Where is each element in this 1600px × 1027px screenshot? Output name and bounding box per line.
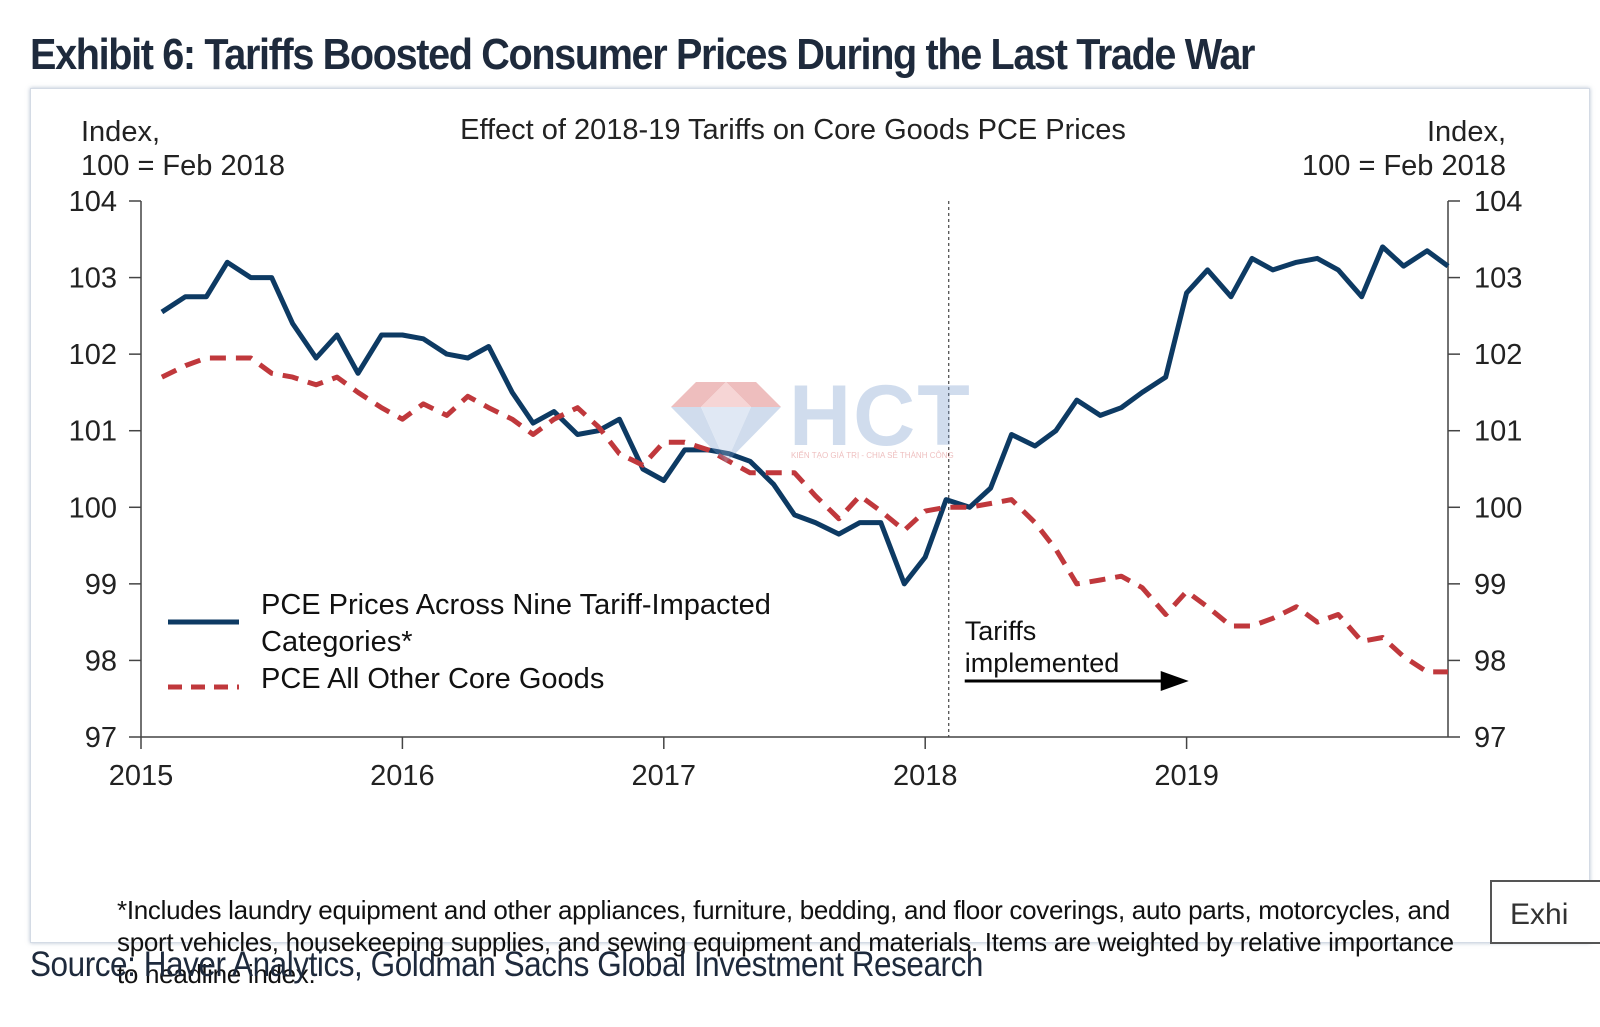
left-y-tick-label: 102 xyxy=(69,339,117,371)
legend-label: PCE All Other Core Goods xyxy=(261,663,604,695)
left-y-tick-label: 99 xyxy=(85,569,117,601)
right-y-tick-label: 97 xyxy=(1474,722,1506,754)
right-axis-unit-label: Index, xyxy=(1427,116,1506,148)
right-y-tick-label: 98 xyxy=(1474,645,1506,677)
right-y-tick-label: 104 xyxy=(1474,186,1522,218)
left-y-tick-label: 98 xyxy=(85,645,117,677)
series-line-other-core-goods xyxy=(160,355,1448,675)
arrow-right-icon xyxy=(1160,671,1189,691)
x-tick-label: 2017 xyxy=(632,760,697,792)
source-line: Source: Haver Analytics, Goldman Sachs G… xyxy=(30,945,983,984)
x-tick-label: 2015 xyxy=(109,760,174,792)
x-tick-label: 2019 xyxy=(1154,760,1219,792)
exhibit-tab[interactable]: Exhi xyxy=(1490,880,1600,944)
x-tick-label: 2018 xyxy=(893,760,958,792)
tariff-event-label: implemented xyxy=(965,648,1120,678)
right-axis-unit-label: 100 = Feb 2018 xyxy=(1302,150,1506,182)
left-y-tick-label: 100 xyxy=(69,492,117,524)
watermark-text: HCT xyxy=(789,368,972,464)
left-y-tick-label: 103 xyxy=(69,263,117,295)
chart-svg: Effect of 2018-19 Tariffs on Core Goods … xyxy=(69,114,1523,792)
chart-footnote: *Includes laundry equipment and other ap… xyxy=(117,895,1454,989)
right-y-tick-label: 100 xyxy=(1474,492,1522,524)
x-tick-label: 2016 xyxy=(370,760,435,792)
tariff-event-label: Tariffs xyxy=(965,616,1037,646)
hct-watermark: HCT KIẾN TẠO GIÁ TRỊ - CHIA SẺ THÀNH CÔN… xyxy=(671,368,970,468)
legend-label: Categories* xyxy=(261,626,413,658)
left-axis-unit-label: 100 = Feb 2018 xyxy=(81,150,285,182)
legend-label: PCE Prices Across Nine Tariff-Impacted xyxy=(261,589,771,621)
diamond-logo-icon xyxy=(671,382,781,463)
right-y-tick-label: 101 xyxy=(1474,416,1522,448)
right-y-tick-label: 103 xyxy=(1474,263,1522,295)
right-y-tick-label: 99 xyxy=(1474,569,1506,601)
left-y-tick-label: 97 xyxy=(85,722,117,754)
chart-title: Effect of 2018-19 Tariffs on Core Goods … xyxy=(460,114,1126,146)
left-axis-unit-label: Index, xyxy=(81,116,160,148)
series-line-tariff-impacted xyxy=(160,244,1450,587)
left-y-tick-label: 101 xyxy=(69,416,117,448)
right-y-tick-label: 102 xyxy=(1474,339,1522,371)
chart-frame: Effect of 2018-19 Tariffs on Core Goods … xyxy=(30,88,1590,989)
watermark-tagline: KIẾN TẠO GIÁ TRỊ - CHIA SẺ THÀNH CÔNG xyxy=(791,451,954,460)
exhibit-title: Exhibit 6: Tariffs Boosted Consumer Pric… xyxy=(30,30,1255,79)
left-y-tick-label: 104 xyxy=(69,186,117,218)
